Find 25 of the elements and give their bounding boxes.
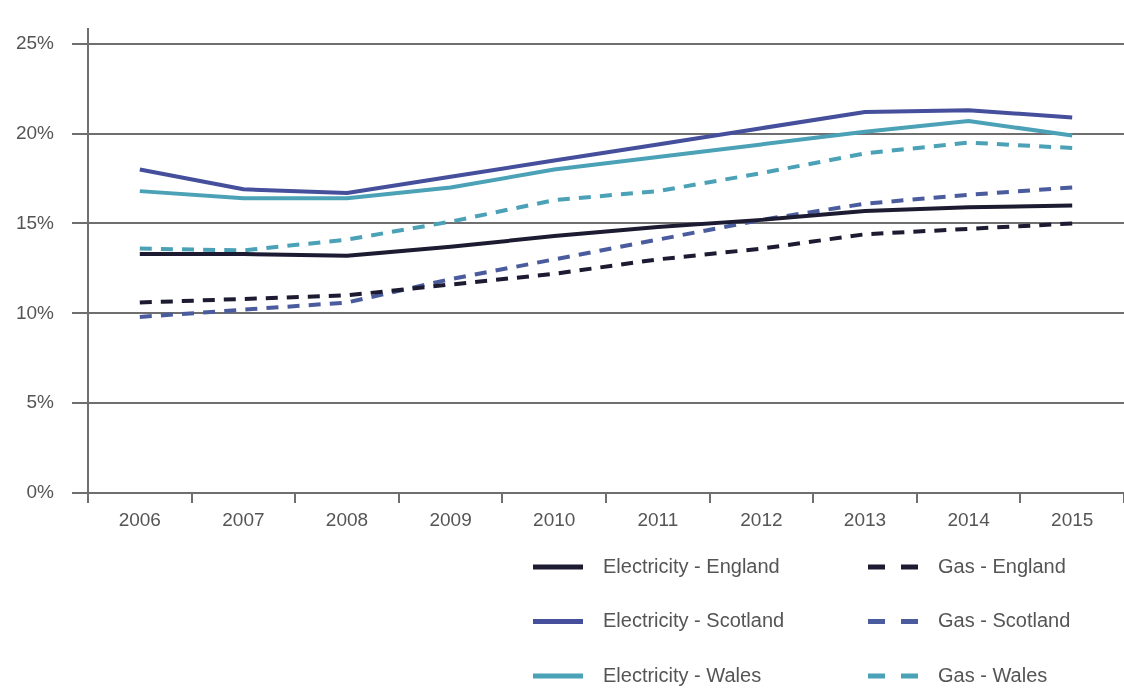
y-tick-label: 20% — [15, 121, 55, 143]
x-tick-label: 2006 — [118, 508, 161, 530]
x-tick-label: 2014 — [947, 508, 991, 530]
x-tick-label: 2009 — [429, 508, 472, 530]
line-series — [137, 221, 1075, 305]
x-tick-label: 2008 — [325, 508, 369, 530]
x-tick-label: 2013 — [843, 508, 887, 530]
legend-label: Gas - Scotland — [938, 609, 1071, 632]
line-series — [137, 140, 1075, 253]
legend-label: Electricity - England — [603, 554, 780, 577]
y-tick-label: 10% — [15, 301, 55, 323]
y-tick-label: 15% — [15, 211, 55, 233]
x-tick-label: 2007 — [222, 508, 265, 530]
legend-label: Electricity - Scotland — [603, 609, 785, 632]
legend-label: Gas - Wales — [938, 663, 1048, 686]
line-series — [137, 185, 1075, 319]
y-tick-label: 5% — [26, 391, 55, 413]
legend-label: Gas - England — [938, 554, 1066, 577]
x-tick-label: 2015 — [1051, 508, 1094, 530]
x-tick-label: 2012 — [740, 508, 783, 530]
y-tick-label: 25% — [15, 32, 55, 54]
x-tick-label: 2011 — [637, 508, 679, 530]
x-tick-label: 2010 — [533, 508, 576, 530]
y-tick-label: 0% — [26, 481, 55, 503]
legend-label: Electricity - Wales — [603, 663, 762, 686]
